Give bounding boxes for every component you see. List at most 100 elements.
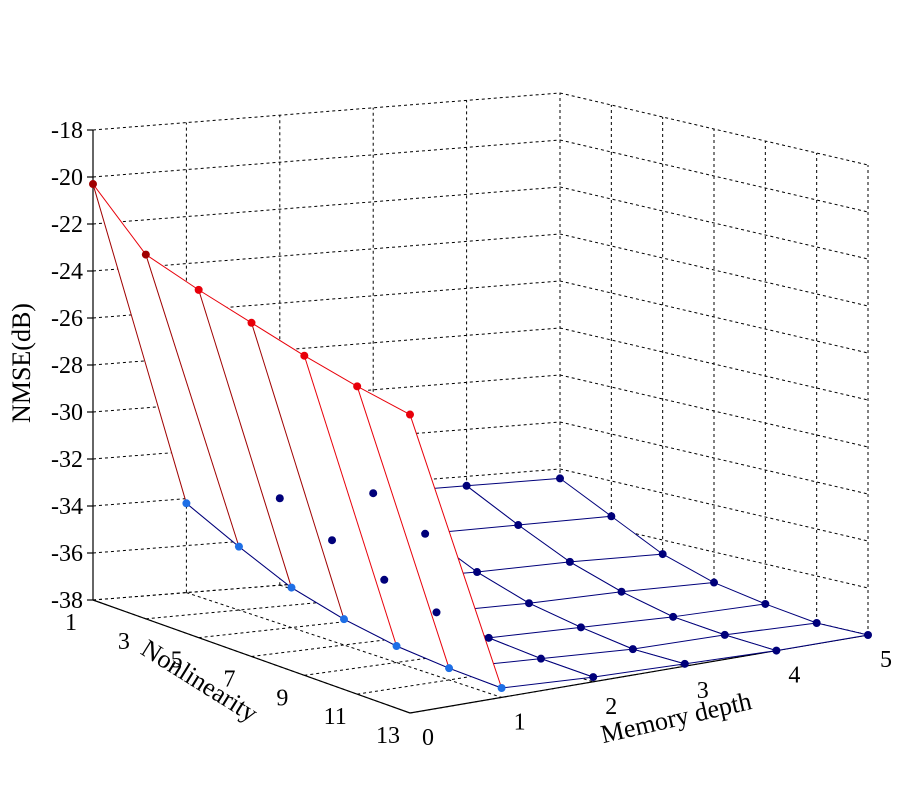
data-point xyxy=(525,599,533,608)
surface-line xyxy=(528,602,582,628)
surface-line xyxy=(517,524,571,563)
surface-patch xyxy=(145,254,292,588)
surface-line xyxy=(518,515,612,526)
surface-line xyxy=(559,477,612,517)
surface-line xyxy=(632,634,725,650)
y-tick-label: 9 xyxy=(276,685,288,711)
data-point xyxy=(772,646,781,655)
label-layer: -18-20-22-24-26-28-30-32-34-36-381357911… xyxy=(51,118,892,751)
x-tick-label: 2 xyxy=(605,694,617,720)
z-tick-label: -26 xyxy=(51,306,83,332)
surface-line xyxy=(488,637,542,660)
z-tick-label: -34 xyxy=(51,494,83,520)
surface-patch xyxy=(529,591,674,628)
surface-line xyxy=(304,355,358,387)
surface-line xyxy=(356,386,450,669)
z-tick-label: -28 xyxy=(51,353,83,379)
z-tick-label: -18 xyxy=(51,118,83,144)
y-tick-label: 1 xyxy=(65,610,77,636)
data-point xyxy=(812,619,821,627)
data-point xyxy=(287,583,296,592)
surface-line xyxy=(540,648,633,660)
surface-line xyxy=(145,254,240,547)
gridline xyxy=(92,233,561,272)
surface-line xyxy=(593,663,685,678)
surface-line xyxy=(611,515,663,555)
surface-line xyxy=(198,289,252,324)
y-tick-label: 11 xyxy=(324,704,347,730)
gridline xyxy=(559,468,869,542)
surface-line xyxy=(251,322,305,357)
x-tick-label: 4 xyxy=(788,663,800,689)
surface-line xyxy=(621,591,674,618)
surface-line xyxy=(466,477,561,487)
data-point xyxy=(340,615,348,624)
surface-line xyxy=(251,322,345,620)
surface-line xyxy=(724,634,777,652)
surface-line xyxy=(776,634,869,652)
gridline xyxy=(92,139,561,178)
x-axis-title: Memory depth xyxy=(598,686,754,749)
data-point xyxy=(369,489,378,498)
gridline xyxy=(92,186,561,225)
surface-line xyxy=(580,616,674,628)
surface-line xyxy=(621,582,715,593)
surface-line xyxy=(540,658,594,678)
surface-line xyxy=(765,603,817,624)
z-tick-label: -24 xyxy=(51,259,83,285)
z-tick-label: -20 xyxy=(51,165,83,191)
data-point xyxy=(497,684,506,692)
z-tick-label: -30 xyxy=(51,400,83,426)
surface-patch xyxy=(304,355,450,669)
surface-line xyxy=(477,561,570,573)
surface-line xyxy=(145,254,199,291)
gridline xyxy=(559,92,869,166)
surface-line xyxy=(92,183,147,255)
surface-line xyxy=(662,553,715,583)
surface-line xyxy=(186,502,240,548)
data-point xyxy=(234,542,243,551)
gridline xyxy=(559,139,869,213)
data-point xyxy=(462,481,471,490)
x-tick-label: 3 xyxy=(697,678,709,704)
data-point xyxy=(89,180,97,189)
gridline xyxy=(559,233,869,307)
x-tick-label: 5 xyxy=(880,647,892,673)
surface-line xyxy=(356,385,411,415)
data-point xyxy=(514,521,523,530)
surface-line xyxy=(343,618,397,647)
data-point xyxy=(182,499,191,508)
surface-layer xyxy=(89,180,872,692)
surface-line xyxy=(448,667,502,689)
data-point xyxy=(353,382,362,391)
data-point xyxy=(194,285,203,294)
surface-line xyxy=(569,561,622,593)
y-axis-title: Nonlinearity xyxy=(136,634,263,728)
surface-line xyxy=(816,622,869,636)
data-point xyxy=(628,645,637,654)
surface-line xyxy=(724,622,817,636)
data-point xyxy=(680,659,689,668)
data-point xyxy=(380,575,389,584)
data-point xyxy=(536,654,545,663)
data-point xyxy=(432,608,441,617)
data-point xyxy=(669,612,678,621)
surface-patch xyxy=(724,623,868,651)
surface-patch xyxy=(251,322,397,647)
x-tick-label: 0 xyxy=(422,725,434,751)
z-axis-title: NMSE(dB) xyxy=(7,303,36,423)
surface-patch xyxy=(198,289,344,620)
data-point xyxy=(247,318,256,327)
data-point xyxy=(421,529,430,538)
data-point xyxy=(275,494,284,503)
surface-line xyxy=(466,485,519,526)
surface-line xyxy=(528,591,622,604)
data-point xyxy=(617,587,626,596)
data-point xyxy=(392,642,401,651)
surface-patch xyxy=(93,184,239,547)
data-point xyxy=(484,633,493,642)
data-point xyxy=(658,550,667,559)
surface-patch xyxy=(540,649,685,678)
surface-line xyxy=(684,650,777,665)
y-axis-line xyxy=(92,599,411,714)
